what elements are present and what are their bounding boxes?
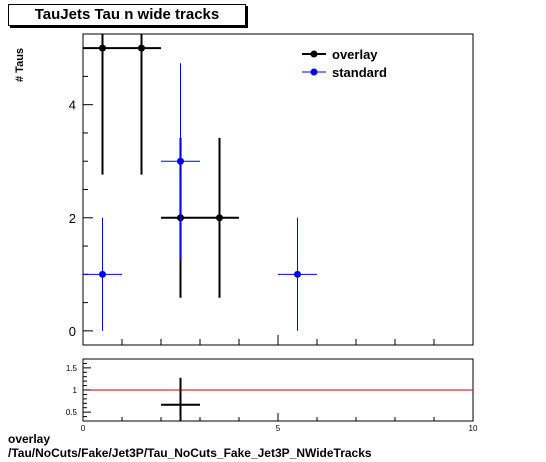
ratio-data-points	[161, 377, 200, 421]
main-x-axis	[82, 335, 474, 345]
y-tick-label: 4	[69, 98, 76, 113]
main-point-0	[200, 137, 239, 298]
ratio-y-tick-label: 1	[73, 386, 78, 395]
legend-marker-standard	[310, 68, 318, 76]
legend-marker-overlay	[310, 50, 318, 58]
y-tick-label: 0	[69, 324, 76, 339]
main-y-axis: 0 2 4	[69, 47, 93, 339]
main-point-0	[83, 34, 122, 175]
plot-title: TauJets Tau n wide tracks	[8, 4, 246, 26]
main-point-0	[122, 34, 161, 175]
main-point-1	[278, 217, 317, 331]
footer-path: /Tau/NoCuts/Fake/Jet3P/Tau_NoCuts_Fake_J…	[8, 446, 372, 460]
main-data-points	[83, 34, 317, 331]
main-point-1	[83, 217, 122, 331]
ratio-y-tick-label: 1.5	[66, 364, 78, 373]
ratio-x-tick-label: 5	[276, 424, 281, 433]
marker	[216, 214, 223, 222]
main-point-1	[161, 63, 200, 260]
ratio-x-tick-label: 10	[469, 424, 478, 433]
marker	[177, 157, 184, 165]
marker	[99, 270, 106, 278]
y-axis-label: # Taus	[14, 47, 26, 82]
legend: overlay standard	[302, 47, 387, 80]
marker	[99, 44, 106, 52]
marker	[294, 270, 301, 278]
ratio-x-tick-label: 0	[81, 424, 86, 433]
marker	[138, 44, 145, 52]
legend-label-overlay: overlay	[332, 47, 378, 62]
ratio-plot-frame	[82, 358, 474, 422]
ratio-point-0	[161, 377, 200, 421]
footer-label: overlay	[8, 432, 51, 446]
legend-label-standard: standard	[332, 65, 387, 80]
y-tick-label: 2	[69, 211, 76, 226]
ratio-y-tick-label: 0.5	[66, 408, 78, 417]
ratio-axes: 0.5 1 1.5 0 5 10	[66, 362, 478, 433]
